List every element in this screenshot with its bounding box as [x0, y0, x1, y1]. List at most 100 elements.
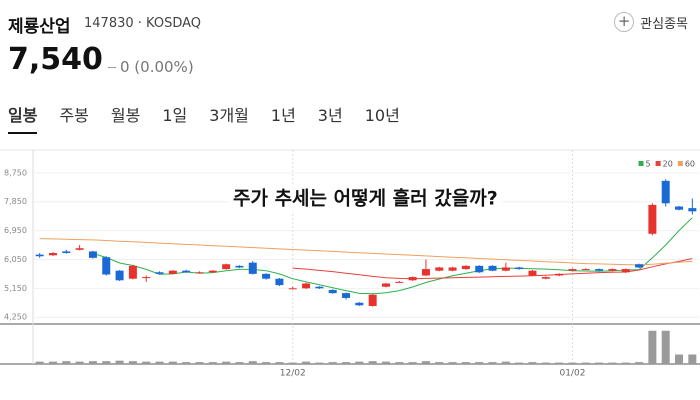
ma-line [39, 238, 693, 266]
volume-bar [208, 362, 217, 364]
x-tick-label: 01/02 [559, 369, 585, 379]
volume-bar [595, 362, 604, 364]
y-tick-label: 7,850 [4, 197, 27, 206]
candle-body [248, 262, 257, 274]
volume-bar [421, 361, 430, 364]
period-tabs: 일봉 주봉 월봉 1일 3개월 1년 3년 10년 [8, 102, 422, 134]
candle-body [102, 257, 111, 275]
plus-icon: + [614, 12, 635, 32]
volume-bar [342, 362, 351, 364]
volume-bar [688, 354, 697, 364]
candle-body [395, 281, 404, 283]
volume-bar [661, 330, 670, 364]
volume-bar [262, 362, 271, 364]
candle-body [568, 269, 577, 271]
candle-body [168, 270, 177, 274]
volume-bar [648, 330, 657, 364]
candle-body [75, 248, 84, 250]
candle-body [328, 289, 337, 294]
candle-body [208, 270, 217, 273]
volume-bar [182, 362, 191, 364]
candle-body [62, 251, 71, 254]
candle-body [661, 180, 670, 204]
volume-bar [248, 361, 257, 364]
candle-body [315, 286, 324, 289]
watch-button[interactable]: + 관심종목 [614, 12, 688, 32]
volume-bar [448, 362, 457, 364]
tab[interactable]: 3개월 [209, 106, 249, 125]
volume-bar [461, 362, 470, 364]
change-text: 0 (0.00%) [120, 58, 194, 76]
volume-bar [155, 361, 164, 364]
watch-label: 관심종목 [640, 16, 688, 32]
volume-bar [488, 362, 497, 364]
candle-body [128, 265, 137, 279]
candle-body [142, 277, 151, 279]
volume-bar [48, 361, 57, 364]
candle-body [222, 264, 231, 270]
candle-body [35, 254, 44, 257]
tab[interactable]: 월봉 [110, 106, 141, 125]
candle-body [528, 270, 537, 276]
volume-bar [115, 360, 124, 364]
ma-line [92, 217, 693, 295]
tab[interactable]: 주봉 [59, 106, 89, 125]
volume-bar [75, 361, 84, 364]
candle-body [88, 251, 97, 258]
volume-bar [581, 362, 590, 364]
candle-body [461, 265, 470, 270]
y-tick-label: 8,750 [4, 168, 27, 177]
stock-name: 제룡산업 [8, 17, 71, 37]
volume-bar [395, 362, 404, 364]
tab[interactable]: 3년 [317, 106, 343, 125]
tab[interactable]: 10년 [364, 106, 400, 125]
candle-body [182, 270, 191, 273]
tab[interactable]: 일봉 [8, 102, 38, 134]
candle-body [688, 208, 697, 212]
legend-swatch [677, 161, 683, 166]
volume-bar [368, 361, 377, 364]
candle-body [235, 265, 244, 268]
candle-body [515, 267, 524, 270]
volume-bar [381, 361, 390, 364]
candle-body [355, 302, 364, 306]
candle-body [302, 283, 311, 289]
volume-bar [128, 361, 137, 364]
candle-body [275, 278, 284, 286]
volume-bar [528, 362, 537, 364]
candle-body [555, 273, 564, 276]
tab[interactable]: 1일 [162, 106, 188, 125]
volume-bar [541, 362, 550, 364]
volume-bar [621, 362, 630, 364]
y-tick-label: 6,950 [4, 226, 27, 235]
legend-label: 20 [663, 160, 673, 169]
volume-bar [355, 361, 364, 364]
volume-bar [315, 362, 324, 364]
candle-body [195, 272, 204, 274]
price: 7,540 [8, 42, 103, 77]
candle-body [595, 269, 604, 271]
volume-bar [275, 362, 284, 364]
legend-swatch [638, 161, 644, 166]
volume-bar [501, 361, 510, 364]
volume-bar [515, 362, 524, 364]
annotation: 주가 추세는 어떻게 흘러 갔을까? [233, 187, 498, 210]
volume-bar [555, 362, 564, 364]
candle-body [501, 267, 510, 271]
volume-bar [102, 361, 111, 364]
volume-bar [142, 361, 151, 364]
candle-body [435, 267, 444, 271]
candle-body [408, 277, 417, 281]
candle-body [675, 206, 684, 210]
legend-label: 5 [646, 160, 651, 169]
candle-body [48, 253, 57, 256]
volume-bar [235, 362, 244, 364]
candle-body [621, 269, 630, 273]
volume-bar [408, 362, 417, 364]
legend-swatch [655, 161, 661, 166]
tab[interactable]: 1년 [270, 106, 296, 125]
x-tick-label: 12/02 [280, 369, 306, 379]
volume-bar [568, 362, 577, 364]
